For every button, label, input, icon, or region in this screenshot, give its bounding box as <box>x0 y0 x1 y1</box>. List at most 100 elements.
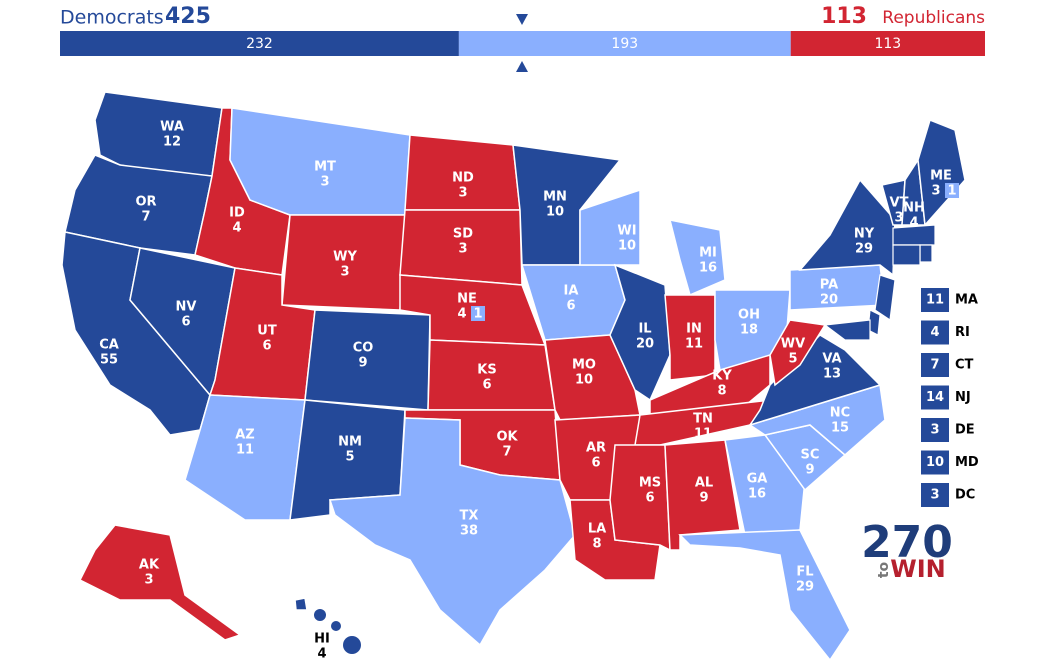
state-ev: 9 <box>699 491 708 506</box>
state-abbr: NH <box>903 201 925 216</box>
logo-number: 270 <box>861 517 953 568</box>
state-abbr: SC <box>801 448 820 463</box>
rep-label: Republicans <box>882 8 985 28</box>
state-abbr: GA <box>747 472 768 487</box>
state-abbr: NV <box>176 300 197 315</box>
state-shape <box>892 244 921 266</box>
state-abbr: NC <box>830 406 850 421</box>
state-ev: 29 <box>796 580 814 595</box>
state-abbr: AL <box>695 476 713 491</box>
state-ev: 6 <box>591 456 600 471</box>
state-shape <box>678 529 851 662</box>
state-ev: 12 <box>163 135 181 150</box>
state-abbr: MN <box>543 190 567 205</box>
callout-ev: 11 <box>926 293 944 308</box>
state-ev: 16 <box>748 487 766 502</box>
dem-label: Democrats <box>60 7 164 29</box>
marker-top <box>516 14 528 25</box>
callout-abbr: MA <box>955 293 978 308</box>
state-ev: 3 <box>144 573 153 588</box>
state-abbr: ND <box>452 171 474 186</box>
state-abbr: WA <box>160 120 184 135</box>
state-abbr: PA <box>820 278 838 293</box>
state-abbr: MS <box>639 476 661 491</box>
district-ev: 1 <box>473 307 482 322</box>
state-abbr: LA <box>588 522 606 537</box>
state-ev: 13 <box>823 367 841 382</box>
state-ev: 6 <box>262 339 271 354</box>
state-abbr: FL <box>796 565 813 580</box>
callout-abbr: CT <box>955 358 974 373</box>
state-abbr: WI <box>617 224 636 239</box>
callout-ev: 10 <box>926 455 944 470</box>
logo-to: to <box>876 561 892 578</box>
state-abbr: OH <box>738 308 760 323</box>
state-ev: 15 <box>831 421 849 436</box>
state-shape <box>294 597 308 611</box>
dem-total: 425 <box>165 4 211 29</box>
island-shape <box>314 609 326 621</box>
state-shape <box>634 399 772 446</box>
state-ev: 3 <box>320 175 329 190</box>
logo-win: WIN <box>890 555 946 583</box>
state-ev: 20 <box>636 337 654 352</box>
state-abbr: IL <box>638 322 651 337</box>
bar-segment <box>60 31 459 56</box>
state-shape <box>668 219 726 297</box>
state-shape <box>917 118 966 227</box>
state-ev: 3 <box>340 265 349 280</box>
state-ev: 7 <box>141 210 150 225</box>
state-ev: 3 <box>931 184 940 199</box>
callout-box <box>921 483 949 507</box>
island-shape <box>343 636 361 654</box>
state-abbr: WV <box>781 337 805 352</box>
state-abbr: IA <box>564 284 579 299</box>
state-abbr: NM <box>338 435 362 450</box>
state-ev: 9 <box>805 463 814 478</box>
state-ev: 10 <box>618 239 636 254</box>
bar-segment-label: 113 <box>874 36 901 52</box>
state-ev: 5 <box>345 450 354 465</box>
state-shape <box>328 417 576 647</box>
callout-abbr: RI <box>955 325 970 340</box>
state-abbr: OR <box>135 195 156 210</box>
callout-box <box>921 450 949 475</box>
district-ev: 1 <box>947 184 956 199</box>
state-abbr: AK <box>139 558 160 573</box>
callout-abbr: NJ <box>955 390 971 405</box>
state-ev: 6 <box>645 491 654 506</box>
state-abbr: ID <box>229 206 245 221</box>
state-abbr: IN <box>686 322 702 337</box>
state-ev: 10 <box>575 373 593 388</box>
state-ev: 5 <box>788 352 797 367</box>
state-abbr: MT <box>314 160 336 175</box>
callout-box <box>921 353 949 377</box>
bar-segment-label: 232 <box>246 36 273 52</box>
state-ev: 55 <box>100 353 118 368</box>
bar-segment <box>790 31 985 56</box>
state-ev: 3 <box>894 211 903 226</box>
state-abbr: KS <box>477 363 496 378</box>
state-ev: 4 <box>457 307 466 322</box>
callout-abbr: DC <box>955 488 975 503</box>
state-ev: 6 <box>566 299 575 314</box>
callout-box <box>921 288 949 312</box>
state-abbr: MO <box>572 358 596 373</box>
state-ev: 6 <box>181 315 190 330</box>
state-abbr: VT <box>890 196 909 211</box>
callout-ev: 3 <box>930 423 939 438</box>
callout-box <box>921 385 949 410</box>
state-ev: 3 <box>458 186 467 201</box>
state-ev: 20 <box>820 293 838 308</box>
state-shape <box>78 524 242 641</box>
state-shape <box>823 319 871 341</box>
state-abbr: VA <box>822 352 841 367</box>
state-abbr: WY <box>333 250 357 265</box>
state-ev: 6 <box>482 378 491 393</box>
state-abbr: CO <box>353 341 374 356</box>
callout-box <box>921 418 949 442</box>
state-ev: 11 <box>236 443 254 458</box>
state-shape <box>919 244 933 263</box>
